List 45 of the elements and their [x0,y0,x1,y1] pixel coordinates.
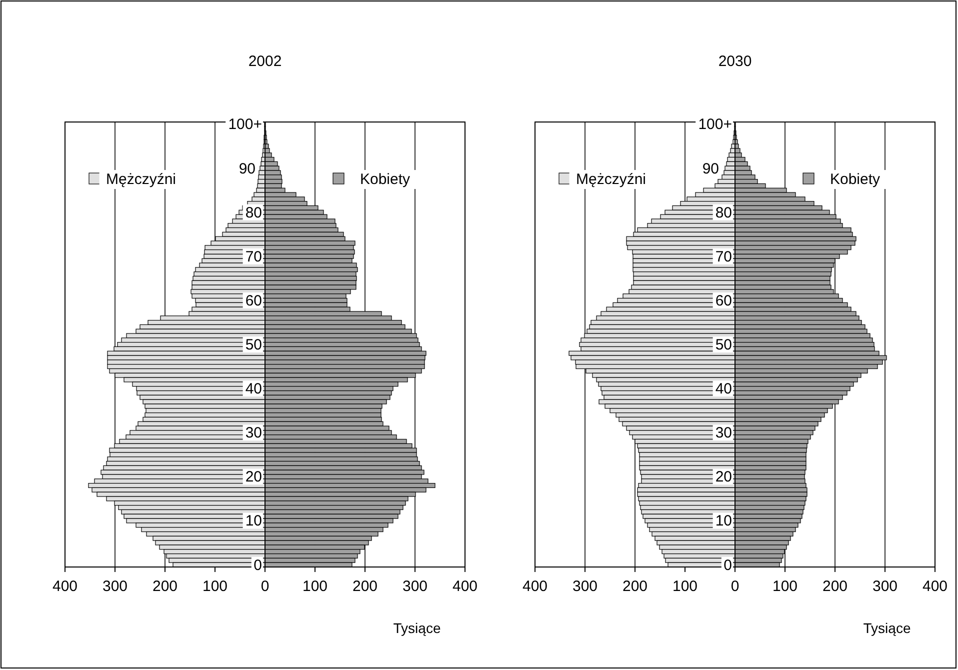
chart-title: 2002 [248,53,282,70]
x-tick-label: 200 [622,578,648,595]
x-tick-label: 400 [522,578,548,595]
x-tick-label: 200 [152,578,178,595]
y-tick-label: 50 [715,336,732,354]
y-tick-label: 30 [245,424,262,442]
y-tick-label: 50 [245,336,262,354]
chart-title: 2030 [718,53,752,70]
y-tick-label: 20 [245,468,262,486]
y-tick-label: 80 [715,204,732,222]
y-tick-label: 90 [238,160,256,178]
legend-label: Kobiety [360,171,411,188]
x-axis-title: Tysiące [863,620,911,636]
x-tick-label: 400 [922,578,948,595]
x-axis-title: Tysiące [393,620,441,636]
y-tick-label: 100+ [228,116,262,134]
x-tick-label: 300 [572,578,598,595]
legend-label: Kobiety [830,171,881,188]
x-tick-label: 300 [402,578,428,595]
x-tick-label: 100 [672,578,698,595]
y-tick-label: 0 [724,556,732,574]
legend-label: Mężczyźni [576,171,646,188]
y-tick-label: 30 [715,424,732,442]
x-tick-label: 200 [352,578,378,595]
y-tick-label: 40 [715,380,732,398]
x-tick-label: 300 [102,578,128,595]
y-tick-label: 100+ [698,116,732,134]
y-tick-label: 40 [245,380,262,398]
y-tick-label: 70 [245,248,262,266]
y-tick-label: 10 [245,512,262,530]
x-tick-label: 200 [822,578,848,595]
y-tick-label: 20 [715,468,732,486]
y-tick-label: 60 [715,292,732,310]
y-tick-label: 10 [715,512,732,530]
x-tick-label: 100 [302,578,328,595]
x-tick-label: 100 [202,578,228,595]
y-tick-label: 70 [715,248,732,266]
y-tick-label: 90 [702,160,719,178]
y-tick-label: 0 [254,556,262,574]
y-tick-label: 60 [245,292,262,310]
x-tick-label: 100 [772,578,798,595]
x-tick-label: 300 [872,578,898,595]
x-tick-label: 400 [52,578,78,595]
x-tick-label: 400 [452,578,478,595]
legend-label: Mężczyźni [106,171,176,188]
